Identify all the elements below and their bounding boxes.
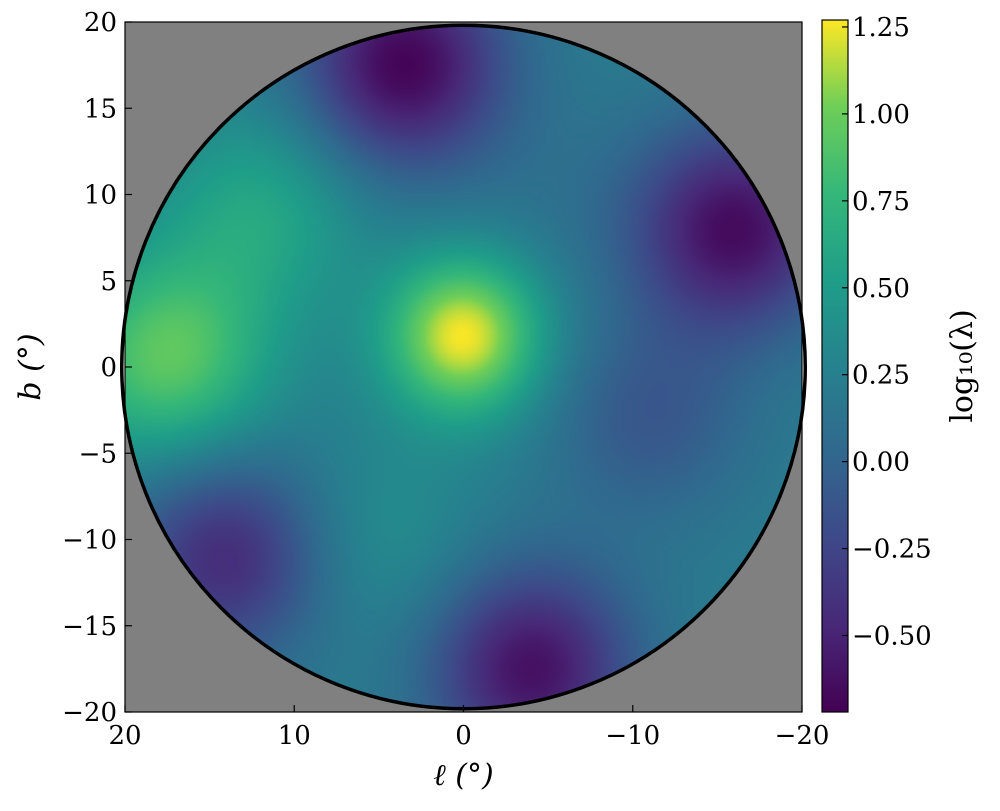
y-tick-label: 15 <box>84 94 117 124</box>
colorbar-ticks: 1.25 1.00 0.75 0.50 0.25 0.00 −0.25 −0.50 <box>842 13 932 651</box>
x-tick-label: 20 <box>108 721 141 751</box>
colorbar <box>821 19 849 713</box>
y-tick-label: 5 <box>100 267 117 297</box>
colorbar-tick-label: 1.00 <box>852 100 910 130</box>
y-tick-label: 20 <box>84 8 117 38</box>
x-axis-ticks: 20 10 0 −10 −20 <box>108 705 829 751</box>
colorbar-tick-label: −0.50 <box>852 621 932 651</box>
heatmap-image <box>125 25 802 709</box>
y-tick-label: 10 <box>84 181 117 211</box>
y-axis-ticks: 20 15 10 5 0 −5 −10 −15 −20 <box>62 8 132 728</box>
y-axis-label: b (°) <box>13 333 48 400</box>
colorbar-tick-label: 0.25 <box>852 361 910 391</box>
colorbar-tick-label: 1.25 <box>852 13 910 43</box>
colorbar-label: log₁₀(λ) <box>945 309 980 422</box>
x-tick-label: 10 <box>278 721 311 751</box>
x-tick-label: 0 <box>455 721 472 751</box>
colorbar-tick-label: 0.75 <box>852 187 910 217</box>
y-tick-label: −15 <box>62 612 117 642</box>
colorbar-tick-label: 0.50 <box>852 274 910 304</box>
y-tick-label: 0 <box>100 353 117 383</box>
y-tick-label: −20 <box>62 698 117 728</box>
colorbar-tick-label: −0.25 <box>852 535 932 565</box>
x-axis-label: ℓ (°) <box>433 758 493 793</box>
x-tick-label: −10 <box>605 721 660 751</box>
colorbar-tick-label: 0.00 <box>852 448 910 478</box>
x-tick-label: −20 <box>775 721 830 751</box>
y-tick-label: −5 <box>79 439 117 469</box>
y-tick-label: −10 <box>62 526 117 556</box>
